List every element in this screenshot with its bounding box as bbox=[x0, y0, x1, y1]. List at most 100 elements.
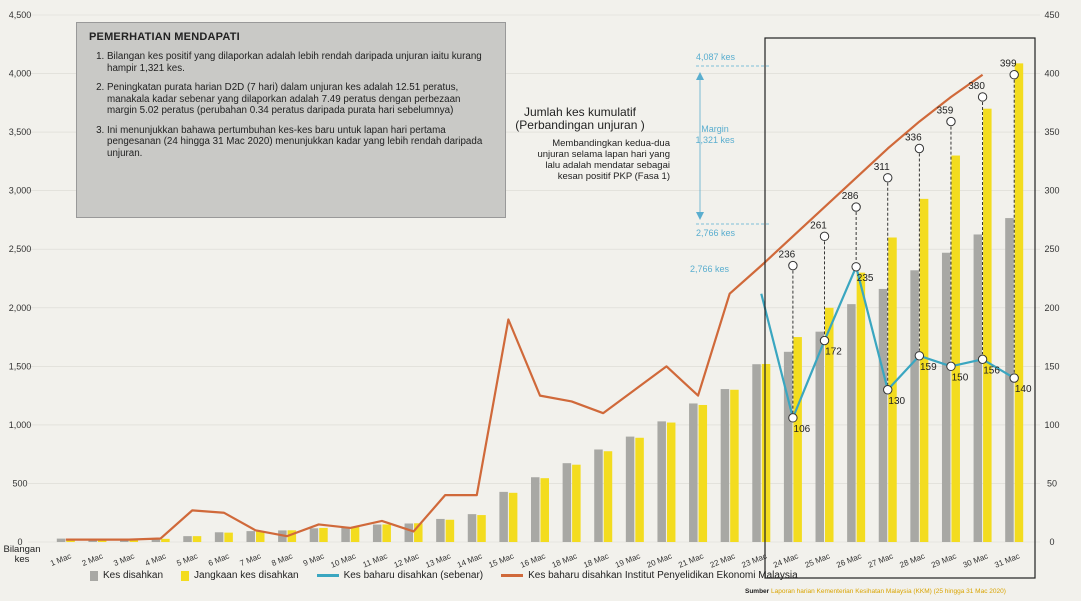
x-tick-label: 11 Mac bbox=[362, 552, 389, 570]
bar-jangkaan bbox=[382, 524, 391, 542]
y-tick-right: 300 bbox=[1044, 186, 1059, 196]
arrow-head-up bbox=[696, 72, 704, 80]
point-label-sebenar: 150 bbox=[952, 372, 969, 383]
x-tick-label: 20 Mac bbox=[646, 552, 674, 570]
bar-kes-disahkan bbox=[847, 304, 856, 542]
y-tick-left: 2,500 bbox=[9, 244, 32, 254]
highlight-box bbox=[764, 37, 1036, 579]
y-tick-right: 400 bbox=[1044, 69, 1059, 79]
legend-swatch-gray bbox=[90, 570, 98, 581]
y-tick-left: 1,000 bbox=[9, 420, 32, 430]
y-tick-left: 2,000 bbox=[9, 303, 32, 313]
legend-swatch-teal bbox=[316, 574, 339, 577]
annotation-top: 4,087 kes bbox=[696, 52, 736, 62]
bar-kes-disahkan bbox=[689, 403, 698, 542]
point-label-ipem: 261 bbox=[810, 220, 827, 231]
subtitle-desc-4: kesan positif PKP (Fasa 1) bbox=[558, 171, 670, 182]
point-label-sebenar: 159 bbox=[920, 362, 937, 373]
subtitle-desc-2: unjuran selama lapan hari yang bbox=[537, 149, 670, 160]
subtitle-desc-3: lalu adalah mendatar sebagai bbox=[545, 160, 670, 171]
bar-kes-disahkan bbox=[783, 351, 793, 542]
legend-swatch-orange bbox=[501, 574, 524, 577]
marker-ipem bbox=[851, 202, 861, 212]
y-tick-right: 200 bbox=[1044, 303, 1059, 313]
y-tick-left: 3,500 bbox=[9, 127, 32, 137]
bar-kes-disahkan bbox=[910, 270, 919, 542]
legend-label: Kes disahkan bbox=[103, 570, 164, 581]
bar-kes-disahkan bbox=[625, 436, 635, 542]
bar-jangkaan bbox=[161, 538, 170, 542]
x-tick-label: 2 Mac bbox=[81, 552, 105, 569]
subtitle-line2: (Perbandingan unjuran ) bbox=[515, 118, 644, 132]
x-tick-label: 19 Mac bbox=[614, 552, 642, 570]
marker-sebenar bbox=[883, 385, 893, 395]
bar-kes-disahkan bbox=[941, 252, 951, 543]
y-tick-right: 350 bbox=[1044, 127, 1059, 137]
point-label-sebenar: 130 bbox=[888, 396, 905, 407]
panel-title: PEMERHATIAN MENDAPATI bbox=[89, 31, 240, 43]
x-tick-label: 15 Mac bbox=[487, 552, 515, 570]
bar-kes-disahkan bbox=[815, 331, 825, 542]
bar-kes-disahkan bbox=[878, 288, 888, 542]
marker-ipem bbox=[788, 260, 798, 271]
marker-ipem bbox=[946, 116, 956, 127]
x-tick-label: 1 Mac bbox=[49, 552, 73, 569]
legend-label: Kes baharu disahkan Institut Penyelidika… bbox=[528, 570, 798, 581]
y-tick-right: 50 bbox=[1047, 478, 1057, 488]
x-tick-label: 28 Mac bbox=[898, 552, 926, 570]
x-tick-label: 29 Mac bbox=[930, 552, 958, 570]
point-label-sebenar: 140 bbox=[1015, 384, 1032, 395]
marker-sebenar bbox=[914, 351, 925, 361]
y-tick-left: 0 bbox=[17, 537, 22, 547]
point-label-ipem: 236 bbox=[779, 250, 796, 261]
bar-jangkaan bbox=[730, 389, 739, 542]
bar-jangkaan bbox=[224, 532, 233, 542]
legend-swatch-yellow bbox=[181, 570, 190, 581]
y-axis-label-line1: Bilangan bbox=[3, 544, 41, 555]
bar-kes-disahkan bbox=[151, 538, 161, 542]
subtitle-line1: Jumlah kes kumulatif bbox=[524, 105, 637, 119]
bar-jangkaan bbox=[540, 478, 549, 542]
point-label-sebenar: 106 bbox=[794, 424, 811, 435]
x-tick-label: 12 Mac bbox=[393, 552, 421, 570]
chart-legend: Kes disahkan Jangkaan kes disahkan Kes b… bbox=[90, 570, 798, 581]
bar-jangkaan bbox=[983, 108, 992, 542]
point-label-sebenar: 235 bbox=[857, 273, 874, 284]
bar-kes-disahkan bbox=[214, 532, 224, 542]
y-tick-right: 150 bbox=[1044, 361, 1059, 371]
x-tick-label: 9 Mac bbox=[302, 552, 326, 569]
x-tick-label: 24 Mac bbox=[772, 552, 800, 570]
bars-group bbox=[56, 63, 1024, 543]
y-tick-left: 1,500 bbox=[9, 361, 32, 371]
bar-kes-disahkan bbox=[372, 524, 382, 542]
y-tick-right: 450 bbox=[1044, 10, 1059, 20]
annotation-mid: 2,766 kes bbox=[696, 228, 736, 238]
bar-kes-disahkan bbox=[720, 389, 730, 542]
bar-jangkaan bbox=[192, 536, 202, 542]
x-tick-label: 26 Mac bbox=[835, 552, 863, 570]
bar-kes-disahkan bbox=[309, 528, 319, 542]
bar-kes-disahkan bbox=[246, 531, 255, 542]
point-labels-group: 236 261 286 311 336 359 380 399 106 172 235 130 159 1… bbox=[779, 59, 1032, 435]
bar-kes-disahkan bbox=[531, 477, 540, 542]
markers-group bbox=[788, 70, 1019, 423]
bar-jangkaan bbox=[635, 437, 644, 542]
x-tick-label: 31 Mac bbox=[993, 552, 1021, 570]
marker-ipem bbox=[819, 231, 830, 242]
bar-jangkaan bbox=[951, 155, 960, 543]
arrow-head-down bbox=[696, 212, 704, 220]
point-label-sebenar: 156 bbox=[983, 365, 1000, 376]
observation-panel: PEMERHATIAN MENDAPATI Bilangan kes posit… bbox=[76, 22, 506, 218]
y-axis-label-line2: kes bbox=[14, 554, 30, 565]
y-tick-right: 100 bbox=[1044, 420, 1059, 430]
y-tick-right: 250 bbox=[1044, 244, 1059, 254]
y-tick-right: 0 bbox=[1049, 537, 1054, 547]
y-axis-label: Bilangan kes bbox=[2, 545, 42, 565]
marker-sebenar bbox=[1009, 373, 1019, 383]
point-label-ipem: 286 bbox=[842, 191, 859, 202]
bar-jangkaan bbox=[793, 337, 802, 542]
bar-kes-disahkan bbox=[499, 491, 508, 542]
y-tick-left: 4,000 bbox=[9, 69, 32, 79]
marker-sebenar bbox=[819, 335, 830, 346]
